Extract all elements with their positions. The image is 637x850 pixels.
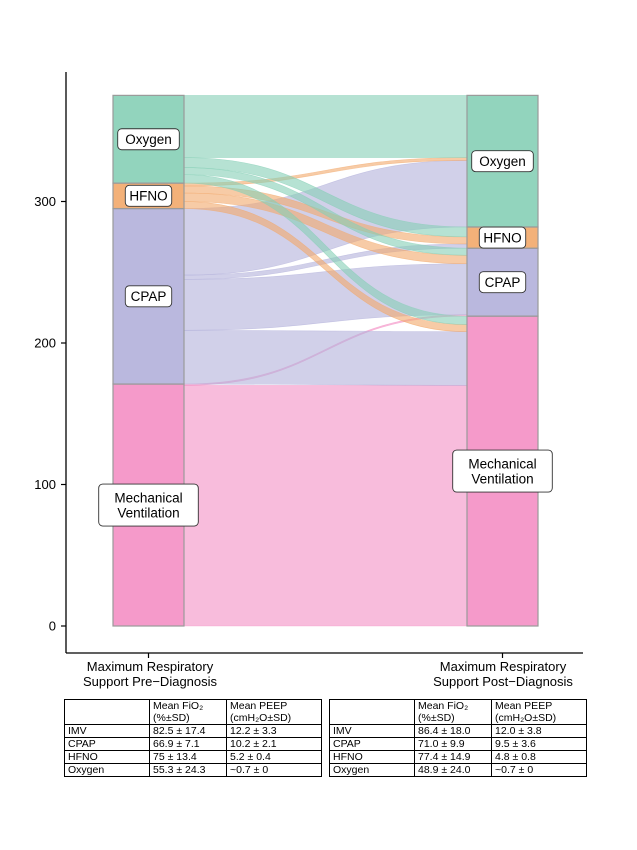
y-tick-label: 0 [49,619,56,634]
table-header-cell [329,699,415,725]
table-header-row: Mean FiO₂ (%±SD) Mean PEEP (cmH₂O±SD) [64,699,322,725]
table-row: HFNO 77.4 ± 14.9 4.8 ± 0.8 [329,750,587,764]
axes-layer: 0 100 200 300 [34,72,583,658]
header-line: Mean FiO₂ [418,700,469,712]
header-line: (cmH₂O±SD) [230,712,292,724]
pre-diagnosis-stats-table: Mean FiO₂ (%±SD) Mean PEEP (cmH₂O±SD) IM… [64,699,322,777]
header-line: (%±SD) [153,712,190,724]
axis-label-line: Support Post−Diagnosis [433,674,573,689]
label-box [452,449,553,493]
table-cell: CPAP [329,737,415,751]
axis-label-line: Support Pre−Diagnosis [82,674,218,689]
header-line: Mean PEEP [230,700,288,712]
table-row: IMV 86.4 ± 18.0 12.0 ± 3.8 [329,724,587,738]
label-text: Mechanical [114,490,182,505]
table-cell: 55.3 ± 24.3 [149,763,227,777]
table-cell: ~0.7 ± 0 [491,763,587,777]
label-box [98,483,199,527]
table-row: HFNO 75 ± 13.4 5.2 ± 0.4 [64,750,322,764]
table-header-row: Mean FiO₂ (%±SD) Mean PEEP (cmH₂O±SD) [329,699,587,725]
axis-label-line: Maximum Respiratory [439,659,567,674]
table-cell: IMV [64,724,150,738]
table-cell: 5.2 ± 0.4 [226,750,322,764]
table-cell: 10.2 ± 2.1 [226,737,322,751]
label-box [471,150,534,173]
axis-label-line: Maximum Respiratory [86,659,214,674]
post-diagnosis-stats-table: Mean FiO₂ (%±SD) Mean PEEP (cmH₂O±SD) IM… [329,699,587,777]
flow-mv-to-mv [183,385,468,627]
table-header-cell: Mean FiO₂ (%±SD) [414,699,492,725]
label-text: Oxygen [479,154,526,169]
table-cell: ~0.7 ± 0 [226,763,322,777]
table-cell: 48.9 ± 24.0 [414,763,492,777]
flow-cpap-to-mv [183,329,468,386]
stratum-label-pre-oxygen: Oxygen [117,128,180,151]
table-cell: 71.0 ± 9.9 [414,737,492,751]
label-text: HFNO [129,189,167,204]
label-box [478,271,527,294]
table-header-cell: Mean FiO₂ (%±SD) [149,699,227,725]
table-cell: 86.4 ± 18.0 [414,724,492,738]
label-text: Oxygen [125,132,172,147]
header-line: Mean PEEP [495,700,553,712]
table-header-cell: Mean PEEP (cmH₂O±SD) [226,699,322,725]
table-cell: 77.4 ± 14.9 [414,750,492,764]
table-row: Oxygen 55.3 ± 24.3 ~0.7 ± 0 [64,763,322,777]
stratum-label-pre-hfno: HFNO [124,184,173,207]
table-row: CPAP 66.9 ± 7.1 10.2 ± 2.1 [64,737,322,751]
stratum-label-post-oxygen: Oxygen [471,150,534,173]
stratum-label-post-cpap: CPAP [478,271,527,294]
table-cell: 9.5 ± 3.6 [491,737,587,751]
y-tick-label: 200 [34,336,56,351]
x-axis-label-pre-diagnosis: Maximum Respiratory Support Pre−Diagnosi… [60,659,240,689]
stratum-label-pre-cpap: CPAP [124,285,173,308]
label-box [478,226,527,249]
table-cell: 75 ± 13.4 [149,750,227,764]
label-box [124,184,173,207]
table-cell: HFNO [329,750,415,764]
flow-oxygen-to-oxygen [183,95,468,158]
label-text: CPAP [485,275,521,290]
table-cell: HFNO [64,750,150,764]
label-box [117,128,180,151]
table-header-cell [64,699,150,725]
stratum-label-post-hfno: HFNO [478,226,527,249]
label-text: Ventilation [471,471,533,486]
y-tick-label: 100 [34,477,56,492]
table-cell: 12.0 ± 3.8 [491,724,587,738]
table-row: CPAP 71.0 ± 9.9 9.5 ± 3.6 [329,737,587,751]
table-cell: 66.9 ± 7.1 [149,737,227,751]
flow-layer [183,95,468,627]
table-cell: Oxygen [64,763,150,777]
table-cell: Oxygen [329,763,415,777]
table-row: Oxygen 48.9 ± 24.0 ~0.7 ± 0 [329,763,587,777]
table-cell: 4.8 ± 0.8 [491,750,587,764]
table-cell: IMV [329,724,415,738]
label-box [124,285,173,308]
label-text: Mechanical [468,456,536,471]
header-line: (%±SD) [418,712,455,724]
table-header-cell: Mean PEEP (cmH₂O±SD) [491,699,587,725]
x-axis-label-post-diagnosis: Maximum Respiratory Support Post−Diagnos… [413,659,593,689]
stratum-label-layer: MechanicalVentilationCPAPHFNOOxygenMecha… [98,128,553,527]
label-text: Ventilation [117,505,179,520]
label-text: CPAP [131,289,167,304]
header-line: (cmH₂O±SD) [495,712,557,724]
table-cell: 12.2 ± 3.3 [226,724,322,738]
table-cell: CPAP [64,737,150,751]
label-text: HFNO [483,230,521,245]
y-tick-label: 300 [34,194,56,209]
table-row: IMV 82.5 ± 17.4 12.2 ± 3.3 [64,724,322,738]
table-cell: 82.5 ± 17.4 [149,724,227,738]
header-line: Mean FiO₂ [153,700,204,712]
